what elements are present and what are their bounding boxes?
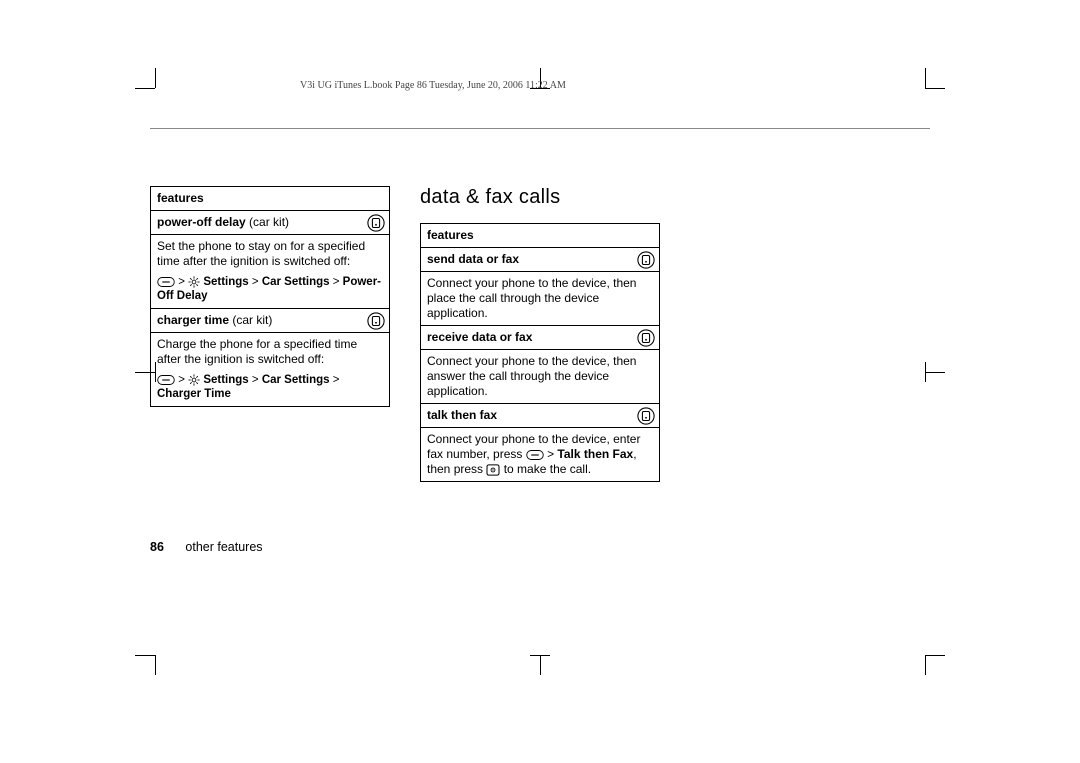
body-text: Set the phone to stay on for a specified…: [157, 239, 383, 269]
row-title-talk-then-fax: talk then fax: [421, 404, 659, 428]
menu-key-icon: [526, 449, 544, 461]
gear-icon: [188, 276, 200, 288]
gear-icon: [188, 374, 200, 386]
right-feature-box: features send data or fax Connect your p…: [420, 223, 660, 482]
page-number: 86: [150, 540, 164, 554]
nav-path: > Settings > Car Settings > Power-Off De…: [157, 275, 383, 304]
title-rest: (car kit): [246, 215, 289, 229]
header-rule: [150, 128, 930, 129]
doc-header-line: V3i UG iTunes L.book Page 86 Tuesday, Ju…: [300, 80, 930, 91]
row-body-talk-then-fax: Connect your phone to the device, enter …: [421, 428, 659, 481]
features-header: features: [421, 224, 659, 248]
title-bold: power-off delay: [157, 215, 246, 229]
body-post: to make the call.: [504, 462, 591, 476]
row-body-charger-time: Charge the phone for a specified time af…: [151, 333, 389, 406]
title-bold: talk then fax: [427, 408, 497, 422]
sim-icon: [367, 214, 385, 232]
body-text: Charge the phone for a specified time af…: [157, 337, 383, 367]
left-feature-box: features power-off delay (car kit) Set t…: [150, 186, 390, 407]
row-title-power-off-delay: power-off delay (car kit): [151, 211, 389, 235]
section-title: data & fax calls: [420, 186, 660, 209]
body-bold1: Talk then Fax: [557, 447, 633, 461]
row-title-receive-data: receive data or fax: [421, 326, 659, 350]
menu-key-icon: [157, 374, 175, 386]
call-key-icon: [486, 464, 500, 476]
title-bold: charger time: [157, 313, 229, 327]
manual-page: V3i UG iTunes L.book Page 86 Tuesday, Ju…: [150, 50, 930, 650]
nav-path: > Settings > Car Settings > Charger Time: [157, 373, 383, 402]
features-header: features: [151, 187, 389, 211]
right-column: data & fax calls features send data or f…: [420, 186, 660, 482]
title-rest: (car kit): [229, 313, 272, 327]
menu-key-icon: [157, 276, 175, 288]
sim-icon: [367, 312, 385, 330]
sim-icon: [637, 251, 655, 269]
title-bold: send data or fax: [427, 252, 519, 266]
row-title-charger-time: charger time (car kit): [151, 309, 389, 333]
row-body-send-data: Connect your phone to the device, then p…: [421, 272, 659, 326]
row-body-power-off-delay: Set the phone to stay on for a specified…: [151, 235, 389, 309]
row-body-receive-data: Connect your phone to the device, then a…: [421, 350, 659, 404]
page-footer: 86 other features: [150, 540, 263, 554]
sim-icon: [637, 407, 655, 425]
left-column: features power-off delay (car kit) Set t…: [150, 186, 390, 482]
sim-icon: [637, 329, 655, 347]
title-bold: receive data or fax: [427, 330, 532, 344]
footer-text: other features: [185, 540, 262, 554]
row-title-send-data: send data or fax: [421, 248, 659, 272]
